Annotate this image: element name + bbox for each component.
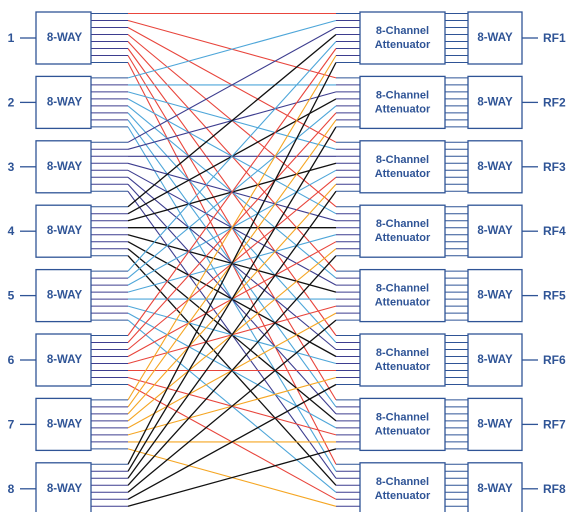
attenuator-box [359,333,446,387]
attenuator-label-line1: 8-Channel [376,283,429,295]
attenuator-label-line1: 8-Channel [376,476,429,488]
input-splitter-label: 8-WAY [47,32,83,44]
crossconnect-wire [127,190,337,479]
output-combiner-label: 8-WAY [477,418,513,430]
attenuator-box [359,462,446,512]
attenuator-label-line1: 8-Channel [376,347,429,359]
attenuator-label-line2: Attenuator [375,168,431,180]
input-splitter-label: 8-WAY [47,354,83,366]
input-splitter-box [35,204,92,258]
output-combiner-box [467,204,523,258]
attenuator-box [359,75,446,130]
attenuator-box [359,397,446,452]
input-port-label: 5 [8,289,15,303]
output-combiner-label: 8-WAY [477,161,513,173]
output-combiner-box [467,462,523,512]
attenuator-label-line2: Attenuator [375,490,431,502]
attenuator-box [359,268,446,323]
attenuator-box [359,11,446,65]
crossconnect-wire [127,383,337,500]
input-splitter-box [35,268,92,323]
input-splitter-label: 8-WAY [47,96,83,108]
output-combiner-label: 8-WAY [477,32,513,44]
attenuator-label-line2: Attenuator [375,425,431,437]
rf-output-label: RF3 [543,160,566,174]
input-port-label: 7 [8,417,15,431]
rf-output-label: RF4 [543,224,566,238]
attenuator-label-line2: Attenuator [375,361,431,373]
crossconnect-wire [127,319,337,493]
attenuator-label-line1: 8-Channel [376,411,429,423]
output-combiner-box [467,333,523,387]
input-port-label: 1 [8,31,15,45]
crossconnect-wire [127,33,337,208]
input-splitter-label: 8-WAY [47,290,83,302]
crossconnect-wire [127,27,337,143]
output-combiner-box [467,11,523,65]
crossconnect-wire [127,255,337,486]
attenuator-label-line1: 8-Channel [376,218,429,230]
input-splitter-label: 8-WAY [47,418,83,430]
crossconnect-wires [127,12,337,507]
attenuator-label-line1: 8-Channel [376,25,429,37]
output-combiner-label: 8-WAY [477,354,513,366]
rf-output-label: RF7 [543,417,566,431]
attenuator-label-line2: Attenuator [375,103,431,115]
attenuator-label-line2: Attenuator [375,232,431,244]
attenuator-label-line2: Attenuator [375,39,431,51]
crossconnect-wire [127,62,337,465]
input-splitter-box [35,140,92,194]
input-splitter-label: 8-WAY [47,225,83,237]
input-splitter-label: 8-WAY [47,483,83,495]
crossconnect-wire [127,126,337,472]
crossconnect-wire [127,55,337,401]
labels-layer: 1 8-WAY 8-Channel Attenuator 8-WAY RF1 2 8-WAY 8… [8,25,566,502]
input-port-label: 3 [8,160,15,174]
output-combiner-box [467,268,523,323]
crossconnect-wire [127,41,337,272]
attenuator-label-line1: 8-Channel [376,89,429,101]
rf-output-label: RF2 [543,95,566,109]
input-splitter-label: 8-WAY [47,161,83,173]
rf-output-label: RF6 [543,353,566,367]
input-splitter-box [35,462,92,512]
attenuator-label-line1: 8-Channel [376,154,429,166]
crossconnect-wire [127,19,337,79]
output-combiner-label: 8-WAY [477,483,513,495]
attenuator-box [359,140,446,194]
rf-output-label: RF1 [543,31,566,45]
output-combiner-label: 8-WAY [477,290,513,302]
input-port-label: 2 [8,95,15,109]
output-combiner-label: 8-WAY [477,96,513,108]
crossconnect-wire [127,448,337,507]
rf-output-label: RF5 [543,289,566,303]
input-port-label: 8 [8,482,15,496]
input-port-label: 4 [8,224,15,238]
blocks-layer [20,11,538,512]
output-combiner-label: 8-WAY [477,225,513,237]
output-combiner-box [467,397,523,452]
input-port-label: 6 [8,353,15,367]
attenuator-box [359,204,446,258]
rf-output-label: RF8 [543,482,566,496]
crossconnect-wire [127,48,337,336]
input-splitter-box [35,11,92,65]
attenuator-label-line2: Attenuator [375,297,431,309]
